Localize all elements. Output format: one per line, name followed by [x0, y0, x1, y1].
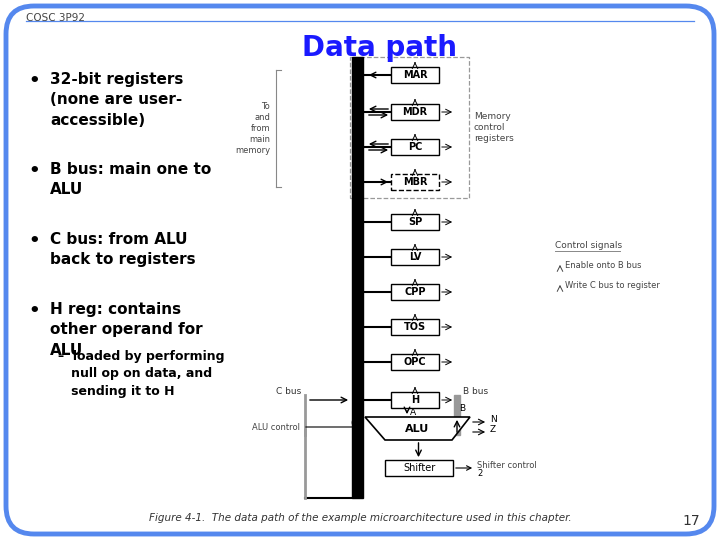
Text: H: H [411, 395, 419, 405]
Text: B bus: main one to
ALU: B bus: main one to ALU [50, 162, 211, 198]
Bar [352, 57, 363, 498]
Text: 6: 6 [350, 418, 356, 428]
Text: 32-bit registers
(none are user-
accessible): 32-bit registers (none are user- accessi… [50, 72, 184, 128]
Text: Shifter control: Shifter control [477, 461, 536, 469]
Text: SP: SP [408, 217, 422, 227]
Text: CPP: CPP [404, 287, 426, 297]
Text: ALU: ALU [405, 423, 430, 434]
Text: H reg: contains
other operand for
ALU: H reg: contains other operand for ALU [50, 302, 202, 358]
Text: Memory
control
registers: Memory control registers [474, 112, 514, 143]
Bar [391, 174, 439, 190]
Text: C bus: C bus [276, 388, 301, 396]
Bar [454, 395, 460, 435]
Text: To
and
from
main
memory: To and from main memory [235, 102, 270, 155]
Polygon shape [365, 417, 470, 440]
Text: PC: PC [408, 142, 422, 152]
Text: Write C bus to register: Write C bus to register [565, 281, 660, 291]
Bar [391, 392, 439, 408]
Text: B: B [459, 404, 465, 413]
Text: ALU control: ALU control [252, 422, 300, 431]
Text: MDR: MDR [402, 107, 428, 117]
Bar [391, 249, 439, 265]
Text: Data path: Data path [302, 34, 457, 62]
Bar [391, 319, 439, 335]
Bar [391, 104, 439, 120]
Text: N: N [490, 415, 497, 424]
Bar [391, 354, 439, 370]
Text: Enable onto B bus: Enable onto B bus [565, 261, 642, 271]
Text: Control signals: Control signals [555, 240, 622, 249]
Bar [391, 284, 439, 300]
Text: A: A [410, 408, 416, 417]
Text: MBR: MBR [402, 177, 427, 187]
Text: •: • [28, 232, 40, 250]
Text: •: • [28, 302, 40, 320]
Bar [391, 139, 439, 155]
Bar [391, 67, 439, 83]
Text: 17: 17 [683, 514, 700, 528]
Text: 2: 2 [477, 469, 482, 477]
Text: COSC 3P92: COSC 3P92 [26, 13, 85, 23]
Text: C bus: from ALU
back to registers: C bus: from ALU back to registers [50, 232, 196, 267]
Text: •: • [28, 72, 40, 90]
Text: OPC: OPC [404, 357, 426, 367]
Bar [385, 460, 453, 476]
Text: •: • [28, 162, 40, 180]
Text: Figure 4-1.  The data path of the example microarchitecture used in this chapter: Figure 4-1. The data path of the example… [149, 513, 571, 523]
Text: TOS: TOS [404, 322, 426, 332]
Bar [391, 214, 439, 230]
Text: Shifter: Shifter [403, 463, 435, 473]
FancyBboxPatch shape [6, 6, 714, 534]
Text: Z: Z [490, 426, 496, 435]
Text: MAR: MAR [402, 70, 427, 80]
Text: LV: LV [409, 252, 421, 262]
Text: B bus: B bus [463, 388, 488, 396]
Text: –  loaded by performing
   null op on data, and
   sending it to H: – loaded by performing null op on data, … [58, 350, 225, 398]
